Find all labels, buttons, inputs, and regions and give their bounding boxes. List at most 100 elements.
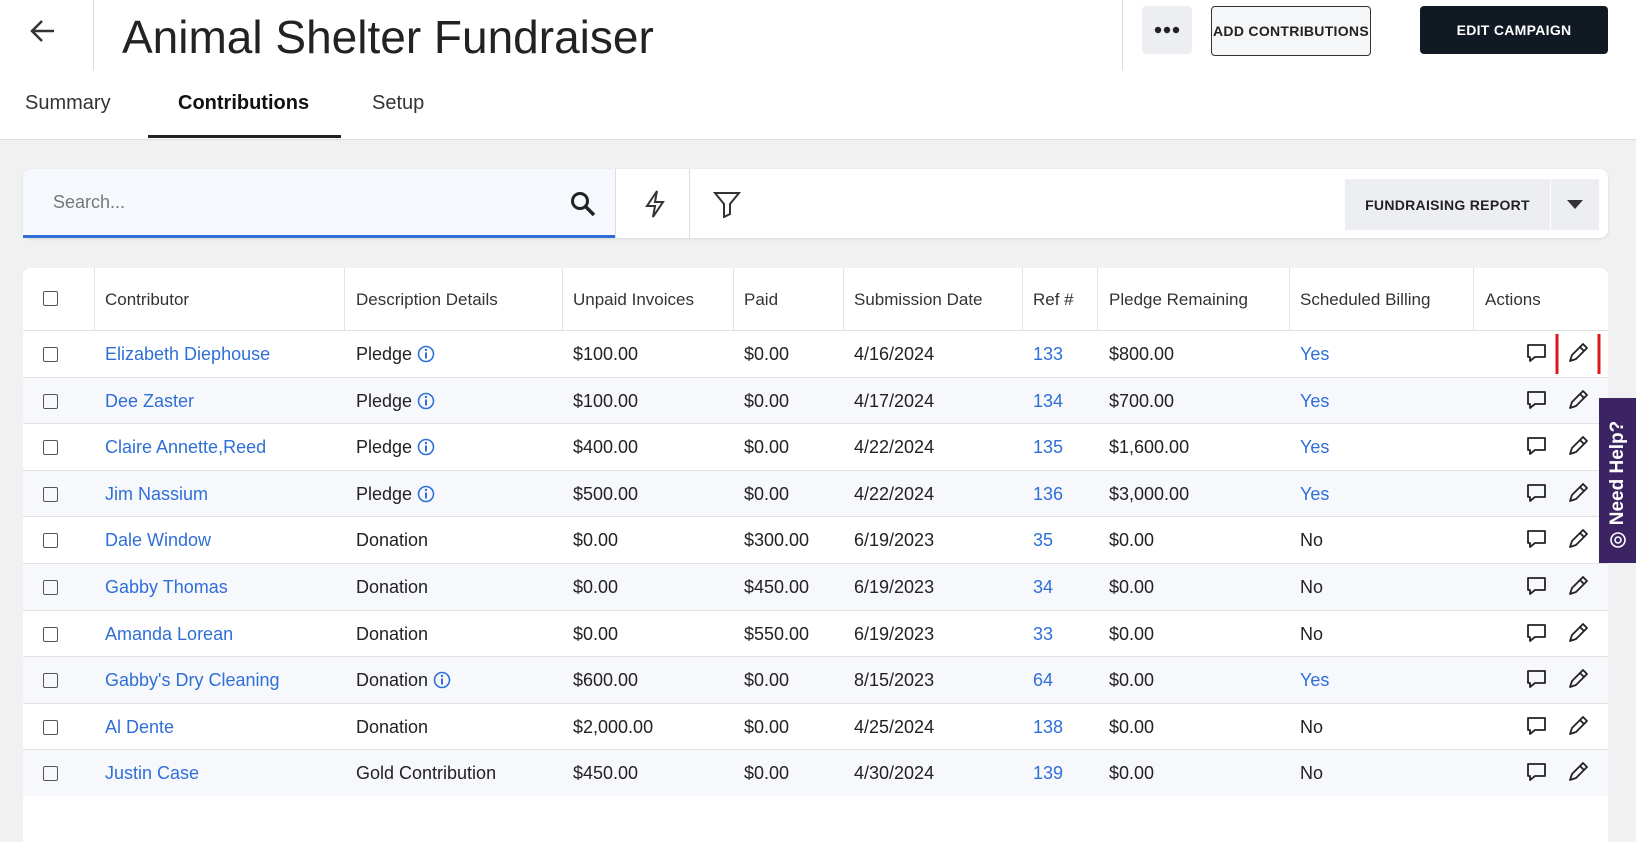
- info-icon[interactable]: [417, 438, 435, 456]
- filter-icon[interactable]: [713, 190, 741, 218]
- link[interactable]: Dale Window: [105, 530, 212, 551]
- link[interactable]: 136: [1033, 483, 1064, 504]
- table-row: Justin Case Gold Contribution $450.00 $0.00…: [23, 749, 1608, 797]
- cell: $0.00: [1109, 716, 1155, 737]
- row-actions[interactable]: [1513, 334, 1603, 374]
- cell: Pledge: [356, 344, 435, 364]
- tab-underline: [148, 135, 341, 138]
- cell: 6/19/2023: [854, 577, 935, 597]
- header: Animal Shelter Fundraiser ADD CONTRIBUTI…: [0, 0, 1636, 71]
- cell: $800.00: [1109, 344, 1175, 364]
- link[interactable]: Justin Case: [105, 763, 200, 784]
- row-checkbox[interactable]: [43, 580, 58, 595]
- tab[interactable]: Summary: [25, 92, 111, 114]
- row-actions[interactable]: [1513, 567, 1603, 607]
- row-actions[interactable]: [1513, 520, 1603, 560]
- cell: $0.00: [573, 623, 619, 644]
- toolbar: Search... FUNDRAISING REPORT: [23, 169, 1608, 238]
- cell: Pledge: [356, 437, 435, 457]
- cell: $0.00: [573, 577, 619, 597]
- back-button[interactable]: [28, 18, 58, 44]
- quick-action-icon[interactable]: [643, 189, 667, 219]
- table: Contributor Description Details Unpaid Inv…: [23, 268, 1608, 842]
- link[interactable]: 133: [1033, 344, 1064, 364]
- cell: 4/17/2024: [854, 390, 935, 411]
- report-button[interactable]: FUNDRAISING REPORT: [1345, 179, 1550, 230]
- row-checkbox[interactable]: [43, 486, 58, 502]
- row-checkbox[interactable]: [43, 673, 58, 689]
- row-checkbox[interactable]: [43, 719, 58, 735]
- row-checkbox[interactable]: [43, 440, 58, 456]
- link[interactable]: 35: [1033, 530, 1054, 551]
- link[interactable]: 134: [1033, 390, 1064, 411]
- tab[interactable]: Setup: [372, 92, 425, 114]
- link[interactable]: Yes: [1300, 670, 1330, 691]
- link[interactable]: 135: [1033, 437, 1064, 458]
- divider: [689, 169, 690, 238]
- info-icon[interactable]: [417, 345, 435, 363]
- row-checkbox[interactable]: [43, 347, 58, 362]
- link[interactable]: Dee Zaster: [105, 390, 195, 411]
- link[interactable]: Elizabeth Diephouse: [105, 344, 271, 364]
- link[interactable]: Jim Nassium: [105, 483, 209, 504]
- cell: $1,600.00: [1109, 437, 1190, 458]
- link[interactable]: 34: [1033, 577, 1054, 597]
- more-button[interactable]: [1142, 6, 1192, 54]
- link[interactable]: Yes: [1300, 437, 1330, 458]
- cell: 4/30/2024: [854, 763, 935, 784]
- cell: Donation: [356, 670, 451, 690]
- link[interactable]: Yes: [1300, 390, 1330, 411]
- help-tab[interactable]: Need Help?: [1599, 398, 1636, 563]
- row-actions[interactable]: [1513, 753, 1603, 793]
- cell: Donation: [356, 623, 429, 644]
- link[interactable]: Gabby Thomas: [105, 577, 228, 597]
- cell: Donation: [356, 577, 429, 597]
- column-header: Unpaid Invoices: [573, 290, 694, 309]
- add-contributions-button[interactable]: ADD CONTRIBUTIONS: [1211, 6, 1371, 56]
- report-dropdown[interactable]: [1551, 179, 1599, 230]
- link[interactable]: Amanda Lorean: [105, 623, 234, 644]
- edit-campaign-button[interactable]: EDIT CAMPAIGN: [1420, 6, 1608, 54]
- link[interactable]: Gabby's Dry Cleaning: [105, 670, 280, 691]
- search-box[interactable]: Search...: [23, 169, 615, 238]
- link[interactable]: 33: [1033, 623, 1054, 644]
- link[interactable]: Al Dente: [105, 716, 175, 737]
- column-divider: [1473, 268, 1474, 330]
- cell: $0.00: [744, 390, 790, 411]
- link[interactable]: Yes: [1300, 483, 1330, 504]
- row-checkbox[interactable]: [43, 766, 58, 782]
- link[interactable]: 64: [1033, 670, 1054, 691]
- column-header: Scheduled Billing: [1300, 290, 1431, 309]
- row-actions[interactable]: [1513, 660, 1603, 700]
- cell: $0.00: [744, 437, 790, 458]
- cell: $0.00: [1109, 670, 1155, 691]
- tab-active[interactable]: Contributions: [178, 92, 310, 114]
- info-icon[interactable]: [417, 392, 435, 410]
- row-checkbox[interactable]: [43, 393, 58, 409]
- link[interactable]: 138: [1033, 716, 1064, 737]
- cell: $600.00: [573, 670, 639, 691]
- cell: 6/19/2023: [854, 623, 935, 644]
- link[interactable]: 139: [1033, 763, 1064, 784]
- cell: 6/19/2023: [854, 530, 935, 551]
- info-icon[interactable]: [417, 485, 435, 503]
- link[interactable]: Yes: [1300, 344, 1330, 364]
- column-header: Paid: [744, 290, 779, 309]
- link[interactable]: Claire Annette,Reed: [105, 437, 267, 458]
- cell: $0.00: [1109, 577, 1155, 597]
- cell: Donation: [356, 530, 429, 551]
- row-checkbox[interactable]: [43, 533, 58, 549]
- search-icon[interactable]: [570, 191, 596, 217]
- row-actions[interactable]: [1513, 614, 1603, 654]
- select-all-checkbox[interactable]: [43, 291, 58, 306]
- row-checkbox[interactable]: [43, 626, 58, 642]
- row-actions[interactable]: [1513, 474, 1603, 514]
- cell: $0.00: [1109, 623, 1155, 644]
- info-icon[interactable]: [433, 671, 451, 689]
- row-actions[interactable]: [1513, 427, 1603, 467]
- cell: 8/15/2023: [854, 670, 935, 691]
- row-actions[interactable]: [1513, 381, 1603, 421]
- row-actions[interactable]: [1513, 707, 1603, 747]
- cell: $0.00: [744, 716, 790, 737]
- table-row: Dee Zaster Pledge $100.00 $0.00 4/17/2024 134…: [23, 376, 1608, 424]
